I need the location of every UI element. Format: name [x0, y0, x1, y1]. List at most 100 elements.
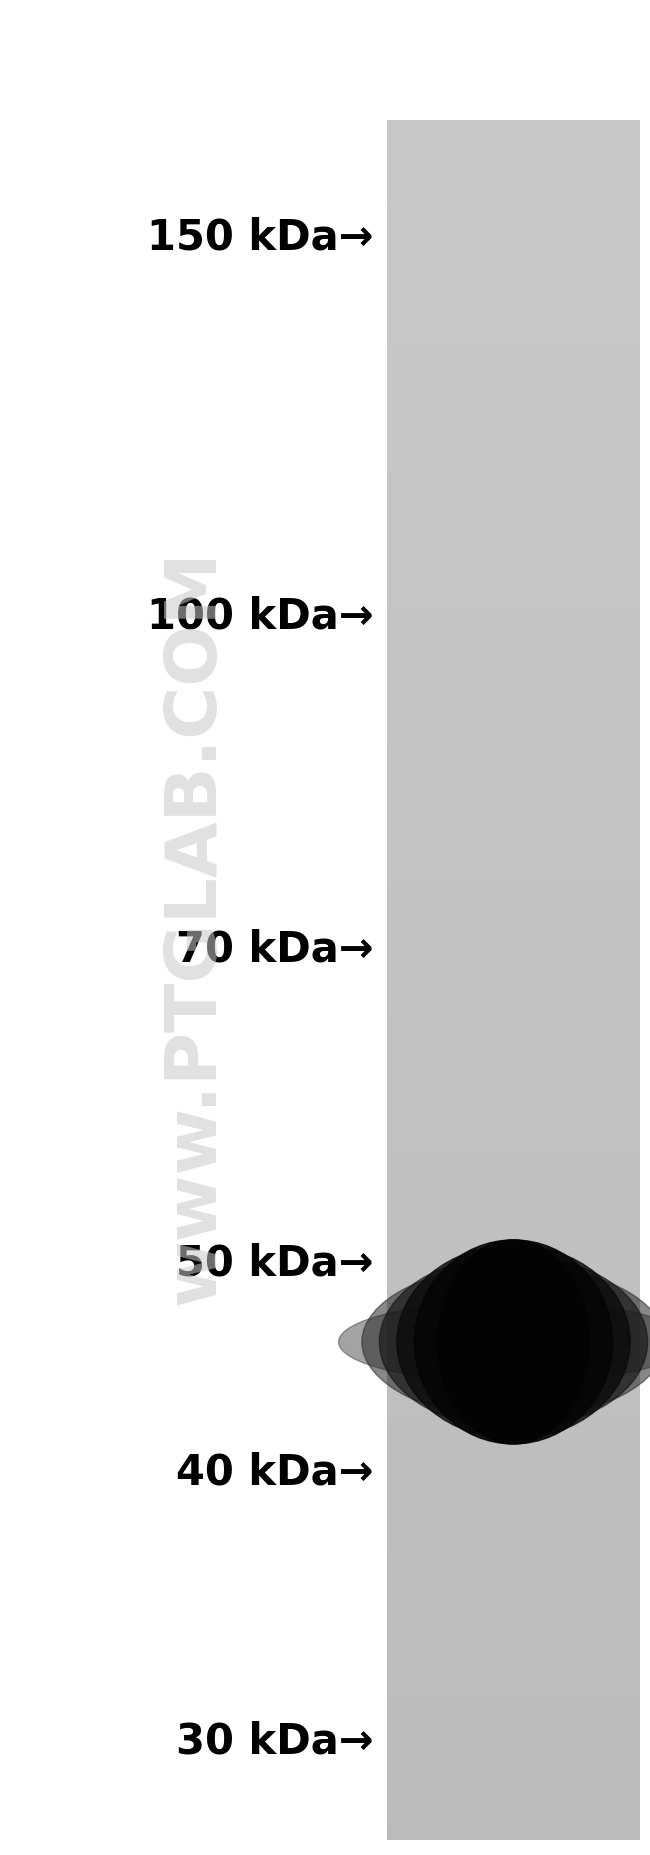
Bar: [387, 1462, 640, 1471]
Text: 30 kDa→: 30 kDa→: [176, 1720, 374, 1762]
Bar: [387, 911, 640, 920]
Bar: [387, 173, 640, 180]
Bar: [387, 851, 640, 859]
Bar: [387, 1684, 640, 1694]
Bar: [387, 480, 640, 490]
Bar: [387, 1221, 640, 1230]
Bar: [387, 1660, 640, 1668]
Ellipse shape: [397, 1245, 630, 1439]
Bar: [387, 128, 640, 137]
Bar: [387, 1514, 640, 1521]
Bar: [387, 1540, 640, 1547]
Bar: [387, 275, 640, 284]
Bar: [387, 180, 640, 189]
Bar: [387, 1057, 640, 1067]
Text: 70 kDa→: 70 kDa→: [176, 929, 374, 970]
Bar: [387, 1410, 640, 1419]
Bar: [387, 1797, 640, 1805]
Bar: [387, 197, 640, 206]
Bar: [387, 1178, 640, 1187]
Bar: [387, 1488, 640, 1495]
Bar: [387, 1256, 640, 1263]
Bar: [387, 1651, 640, 1660]
Bar: [387, 352, 640, 362]
Bar: [387, 1048, 640, 1057]
Ellipse shape: [362, 1265, 650, 1419]
Bar: [387, 490, 640, 499]
Text: 40 kDa→: 40 kDa→: [176, 1452, 374, 1493]
Bar: [387, 946, 640, 953]
Bar: [387, 1041, 640, 1048]
Bar: [387, 894, 640, 903]
Bar: [387, 1315, 640, 1324]
Bar: [387, 1436, 640, 1445]
Bar: [387, 1729, 640, 1736]
Bar: [387, 1230, 640, 1237]
Bar: [387, 1022, 640, 1031]
Bar: [387, 438, 640, 447]
Bar: [387, 1282, 640, 1289]
Bar: [387, 1332, 640, 1341]
Bar: [387, 1161, 640, 1169]
Bar: [387, 1736, 640, 1746]
Bar: [387, 532, 640, 542]
Text: 100 kDa→: 100 kDa→: [147, 595, 374, 636]
Bar: [387, 842, 640, 851]
Bar: [387, 1306, 640, 1315]
Bar: [387, 1350, 640, 1358]
Bar: [387, 1126, 640, 1135]
Bar: [387, 757, 640, 764]
Bar: [387, 163, 640, 173]
Bar: [387, 1083, 640, 1093]
Bar: [387, 738, 640, 748]
Bar: [387, 1720, 640, 1729]
Bar: [387, 1100, 640, 1109]
Bar: [387, 809, 640, 816]
Bar: [387, 1093, 640, 1100]
Bar: [387, 653, 640, 662]
Bar: [387, 284, 640, 291]
Bar: [387, 1608, 640, 1616]
Bar: [387, 731, 640, 738]
Bar: [387, 1788, 640, 1797]
Bar: [387, 1677, 640, 1684]
Bar: [387, 1237, 640, 1247]
Bar: [387, 1831, 640, 1840]
Bar: [387, 395, 640, 404]
Bar: [387, 1109, 640, 1117]
Bar: [387, 790, 640, 800]
Bar: [387, 223, 640, 232]
Bar: [387, 1805, 640, 1814]
Bar: [387, 972, 640, 979]
Bar: [387, 1762, 640, 1772]
Bar: [387, 1067, 640, 1074]
Bar: [387, 421, 640, 430]
Bar: [387, 189, 640, 197]
Bar: [387, 594, 640, 601]
Bar: [387, 1471, 640, 1478]
Bar: [387, 636, 640, 644]
Bar: [387, 1376, 640, 1384]
Bar: [387, 1117, 640, 1126]
Bar: [387, 1393, 640, 1401]
Bar: [387, 378, 640, 386]
Bar: [387, 1814, 640, 1823]
Bar: [387, 584, 640, 594]
Bar: [387, 1642, 640, 1651]
Text: www.PTGLAB.COM: www.PTGLAB.COM: [161, 549, 229, 1306]
Bar: [387, 1289, 640, 1298]
Bar: [387, 644, 640, 653]
Bar: [387, 542, 640, 549]
Bar: [387, 267, 640, 275]
Bar: [387, 1634, 640, 1642]
Bar: [387, 499, 640, 506]
Bar: [387, 1263, 640, 1273]
Text: 150 kDa→: 150 kDa→: [148, 215, 374, 258]
Bar: [387, 833, 640, 842]
Bar: [387, 430, 640, 438]
Bar: [387, 1367, 640, 1376]
Bar: [387, 963, 640, 972]
Bar: [387, 1521, 640, 1530]
Bar: [387, 1772, 640, 1779]
Bar: [387, 1694, 640, 1703]
